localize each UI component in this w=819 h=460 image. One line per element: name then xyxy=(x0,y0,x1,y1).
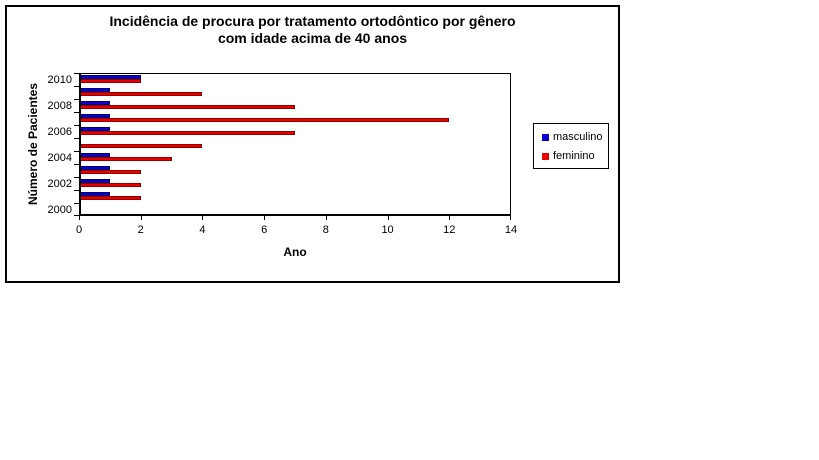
chart-title: Incidência de procura por tratamento ort… xyxy=(7,13,618,47)
chart-title-line2: com idade acima de 40 anos xyxy=(217,30,408,46)
x-tick-label-8: 8 xyxy=(322,224,329,236)
bar-masculino-2006 xyxy=(81,127,110,131)
y-tick-1 xyxy=(74,86,79,87)
bar-masculino-2004 xyxy=(81,153,110,157)
x-tick-label-6: 6 xyxy=(261,224,268,236)
bar-masculino-2009 xyxy=(81,88,110,92)
plot-area xyxy=(79,73,511,216)
legend-label-feminino: feminino xyxy=(553,150,595,162)
bar-feminino-2001 xyxy=(81,196,141,200)
y-tick-label-2002: 2002 xyxy=(47,178,72,190)
bar-feminino-2006 xyxy=(81,131,295,135)
x-tick-12 xyxy=(449,216,450,220)
bar-masculino-2003 xyxy=(81,166,110,170)
x-tick-14 xyxy=(510,216,511,220)
x-tick-label-14: 14 xyxy=(504,224,518,236)
legend-swatch-masculino xyxy=(542,133,549,141)
y-tick-2 xyxy=(74,99,79,100)
x-tick-10 xyxy=(388,216,389,220)
chart-frame: Incidência de procura por tratamento ort… xyxy=(5,5,620,283)
x-tick-label-0: 0 xyxy=(75,224,83,236)
y-tick-5 xyxy=(74,138,79,139)
bar-masculino-2010 xyxy=(81,75,141,79)
y-tick-10 xyxy=(74,203,79,204)
legend-label-masculino: masculino xyxy=(553,131,603,143)
x-tick-2 xyxy=(141,216,142,220)
chart-title-line1: Incidência de procura por tratamento ort… xyxy=(109,13,516,29)
bar-feminino-2009 xyxy=(81,92,203,96)
x-axis-title: Ano xyxy=(283,245,307,259)
x-tick-6 xyxy=(264,216,265,220)
x-tick-label-4: 4 xyxy=(199,224,206,236)
legend-item-feminino: feminino xyxy=(542,150,608,162)
bar-masculino-2002 xyxy=(81,179,110,183)
legend-swatch-feminino xyxy=(542,152,549,160)
bar-masculino-2007 xyxy=(81,114,110,118)
y-tick-label-2010: 2010 xyxy=(47,74,72,86)
bar-feminino-2008 xyxy=(81,105,295,109)
x-tick-label-10: 10 xyxy=(381,224,394,236)
y-tick-8 xyxy=(74,177,79,178)
y-tick-4 xyxy=(74,125,79,126)
bar-masculino-2001 xyxy=(81,192,110,196)
bar-feminino-2005 xyxy=(81,144,203,148)
y-tick-label-2008: 2008 xyxy=(47,100,72,112)
x-tick-8 xyxy=(326,216,327,220)
bar-feminino-2007 xyxy=(81,118,450,122)
x-tick-4 xyxy=(202,216,203,220)
y-tick-0 xyxy=(74,73,79,74)
y-tick-11 xyxy=(74,215,79,216)
y-tick-label-2006: 2006 xyxy=(47,126,72,138)
bar-feminino-2002 xyxy=(81,183,141,187)
bar-masculino-2008 xyxy=(81,101,110,105)
y-tick-label-2000: 2000 xyxy=(47,204,72,216)
bar-feminino-2004 xyxy=(81,157,172,161)
y-tick-6 xyxy=(74,151,79,152)
legend: masculino feminino xyxy=(533,123,609,169)
bar-feminino-2010 xyxy=(81,79,141,83)
y-tick-3 xyxy=(74,112,79,113)
x-tick-label-12: 12 xyxy=(443,224,456,236)
y-tick-7 xyxy=(74,164,79,165)
bar-feminino-2003 xyxy=(81,170,141,174)
y-tick-9 xyxy=(74,190,79,191)
x-tick-label-2: 2 xyxy=(137,224,144,236)
x-tick-0 xyxy=(79,216,80,220)
legend-item-masculino: masculino xyxy=(542,131,608,143)
y-tick-label-2004: 2004 xyxy=(47,152,72,164)
